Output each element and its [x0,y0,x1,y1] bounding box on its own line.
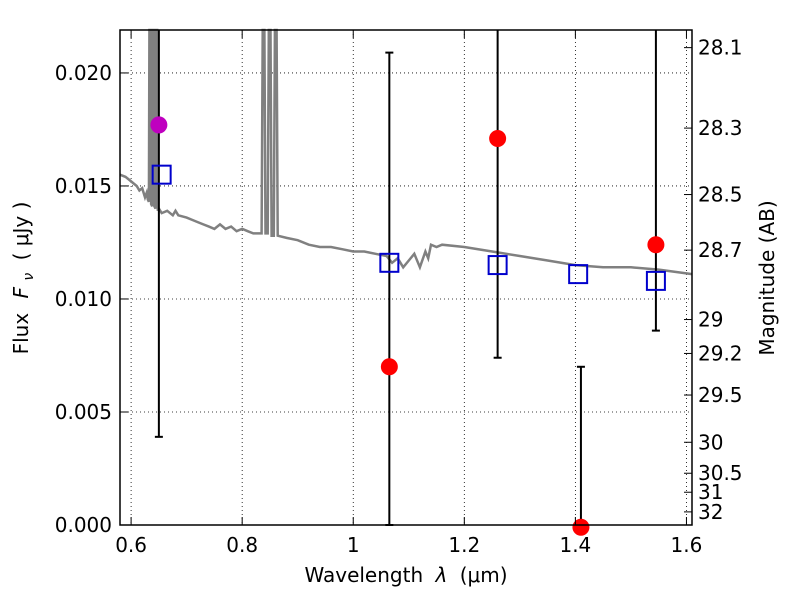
observed-point [572,518,590,536]
model-point [151,164,172,185]
y-tick-label: 0.020 [55,61,112,85]
magnitude-axis-label: Magnitude (AB) [755,200,779,355]
x-tick-label: 1.6 [671,533,703,557]
magnitude-tick-label: 29.5 [698,383,743,407]
model-point [645,270,666,291]
error-bars [154,30,660,526]
x-tick-labels: 0.6 0.8 1 1.2 1.4 1.6 [115,533,702,557]
x-tick-label: 1 [347,533,360,557]
observed-point [647,236,665,254]
model-point [568,264,589,285]
magnitude-tick-label: 28.5 [698,183,743,207]
plot-frame [119,29,693,526]
x-tick-label: 0.8 [226,533,258,557]
model-point [379,252,400,273]
magnitude-tick-label: 28.1 [698,36,743,60]
y-axis-label: Flux F ν ( μJy ) [9,202,38,355]
magnitude-tick-label: 29 [698,308,723,332]
x-tick-label: 0.6 [115,533,147,557]
magnitude-tick-label: 31 [698,480,723,504]
magnitude-tick-label: 30 [698,430,723,454]
model-spectrum-line [119,28,693,276]
y-tick-label: 0.010 [55,287,112,311]
x-tick-label: 1.2 [448,533,480,557]
y-tick-label: 0.000 [55,513,112,537]
observed-point [489,129,507,147]
model-point [487,255,508,276]
observed-point [380,358,398,376]
observed-point [150,116,168,134]
magnitude-tick-label: 28.7 [698,238,743,262]
magnitude-tick-label: 28.3 [698,116,743,140]
x-tick-label: 1.4 [559,533,591,557]
magnitude-tick-label: 32 [698,500,723,524]
y-tick-label: 0.005 [55,400,112,424]
y-tick-label: 0.015 [55,174,112,198]
x-axis-label: Wavelength λ (μm) [304,563,507,587]
data-points [150,116,666,536]
model-spectrum-layer [119,28,693,276]
axis-ticks [120,30,692,526]
y-tick-labels: 0.000 0.005 0.010 0.015 0.020 [55,61,112,537]
magnitude-tick-label: 30.5 [698,461,743,485]
magnitude-tick-label: 29.2 [698,341,743,365]
